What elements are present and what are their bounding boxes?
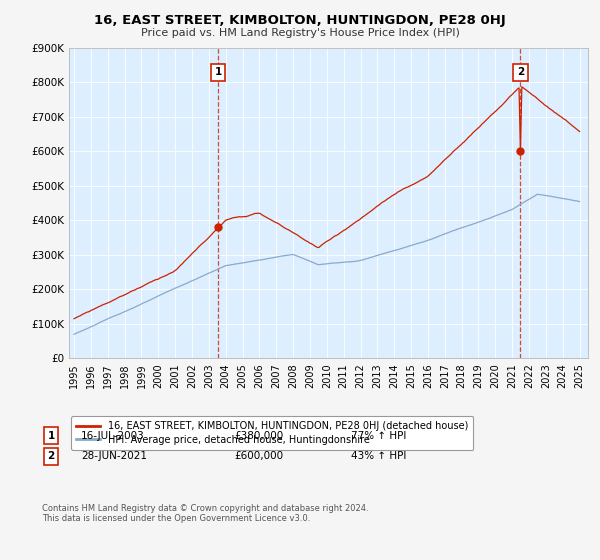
Text: 2: 2 — [47, 451, 55, 461]
Text: Price paid vs. HM Land Registry's House Price Index (HPI): Price paid vs. HM Land Registry's House … — [140, 28, 460, 38]
Text: 1: 1 — [214, 67, 221, 77]
Text: £600,000: £600,000 — [234, 451, 283, 461]
Text: £380,000: £380,000 — [234, 431, 283, 441]
Text: 2: 2 — [517, 67, 524, 77]
Text: 43% ↑ HPI: 43% ↑ HPI — [351, 451, 406, 461]
Text: 28-JUN-2021: 28-JUN-2021 — [81, 451, 147, 461]
Text: 16-JUL-2003: 16-JUL-2003 — [81, 431, 145, 441]
Text: Contains HM Land Registry data © Crown copyright and database right 2024.
This d: Contains HM Land Registry data © Crown c… — [42, 504, 368, 524]
Text: 16, EAST STREET, KIMBOLTON, HUNTINGDON, PE28 0HJ: 16, EAST STREET, KIMBOLTON, HUNTINGDON, … — [94, 14, 506, 27]
Text: 1: 1 — [47, 431, 55, 441]
Legend: 16, EAST STREET, KIMBOLTON, HUNTINGDON, PE28 0HJ (detached house), HPI: Average : 16, EAST STREET, KIMBOLTON, HUNTINGDON, … — [71, 416, 473, 450]
Text: 77% ↑ HPI: 77% ↑ HPI — [351, 431, 406, 441]
